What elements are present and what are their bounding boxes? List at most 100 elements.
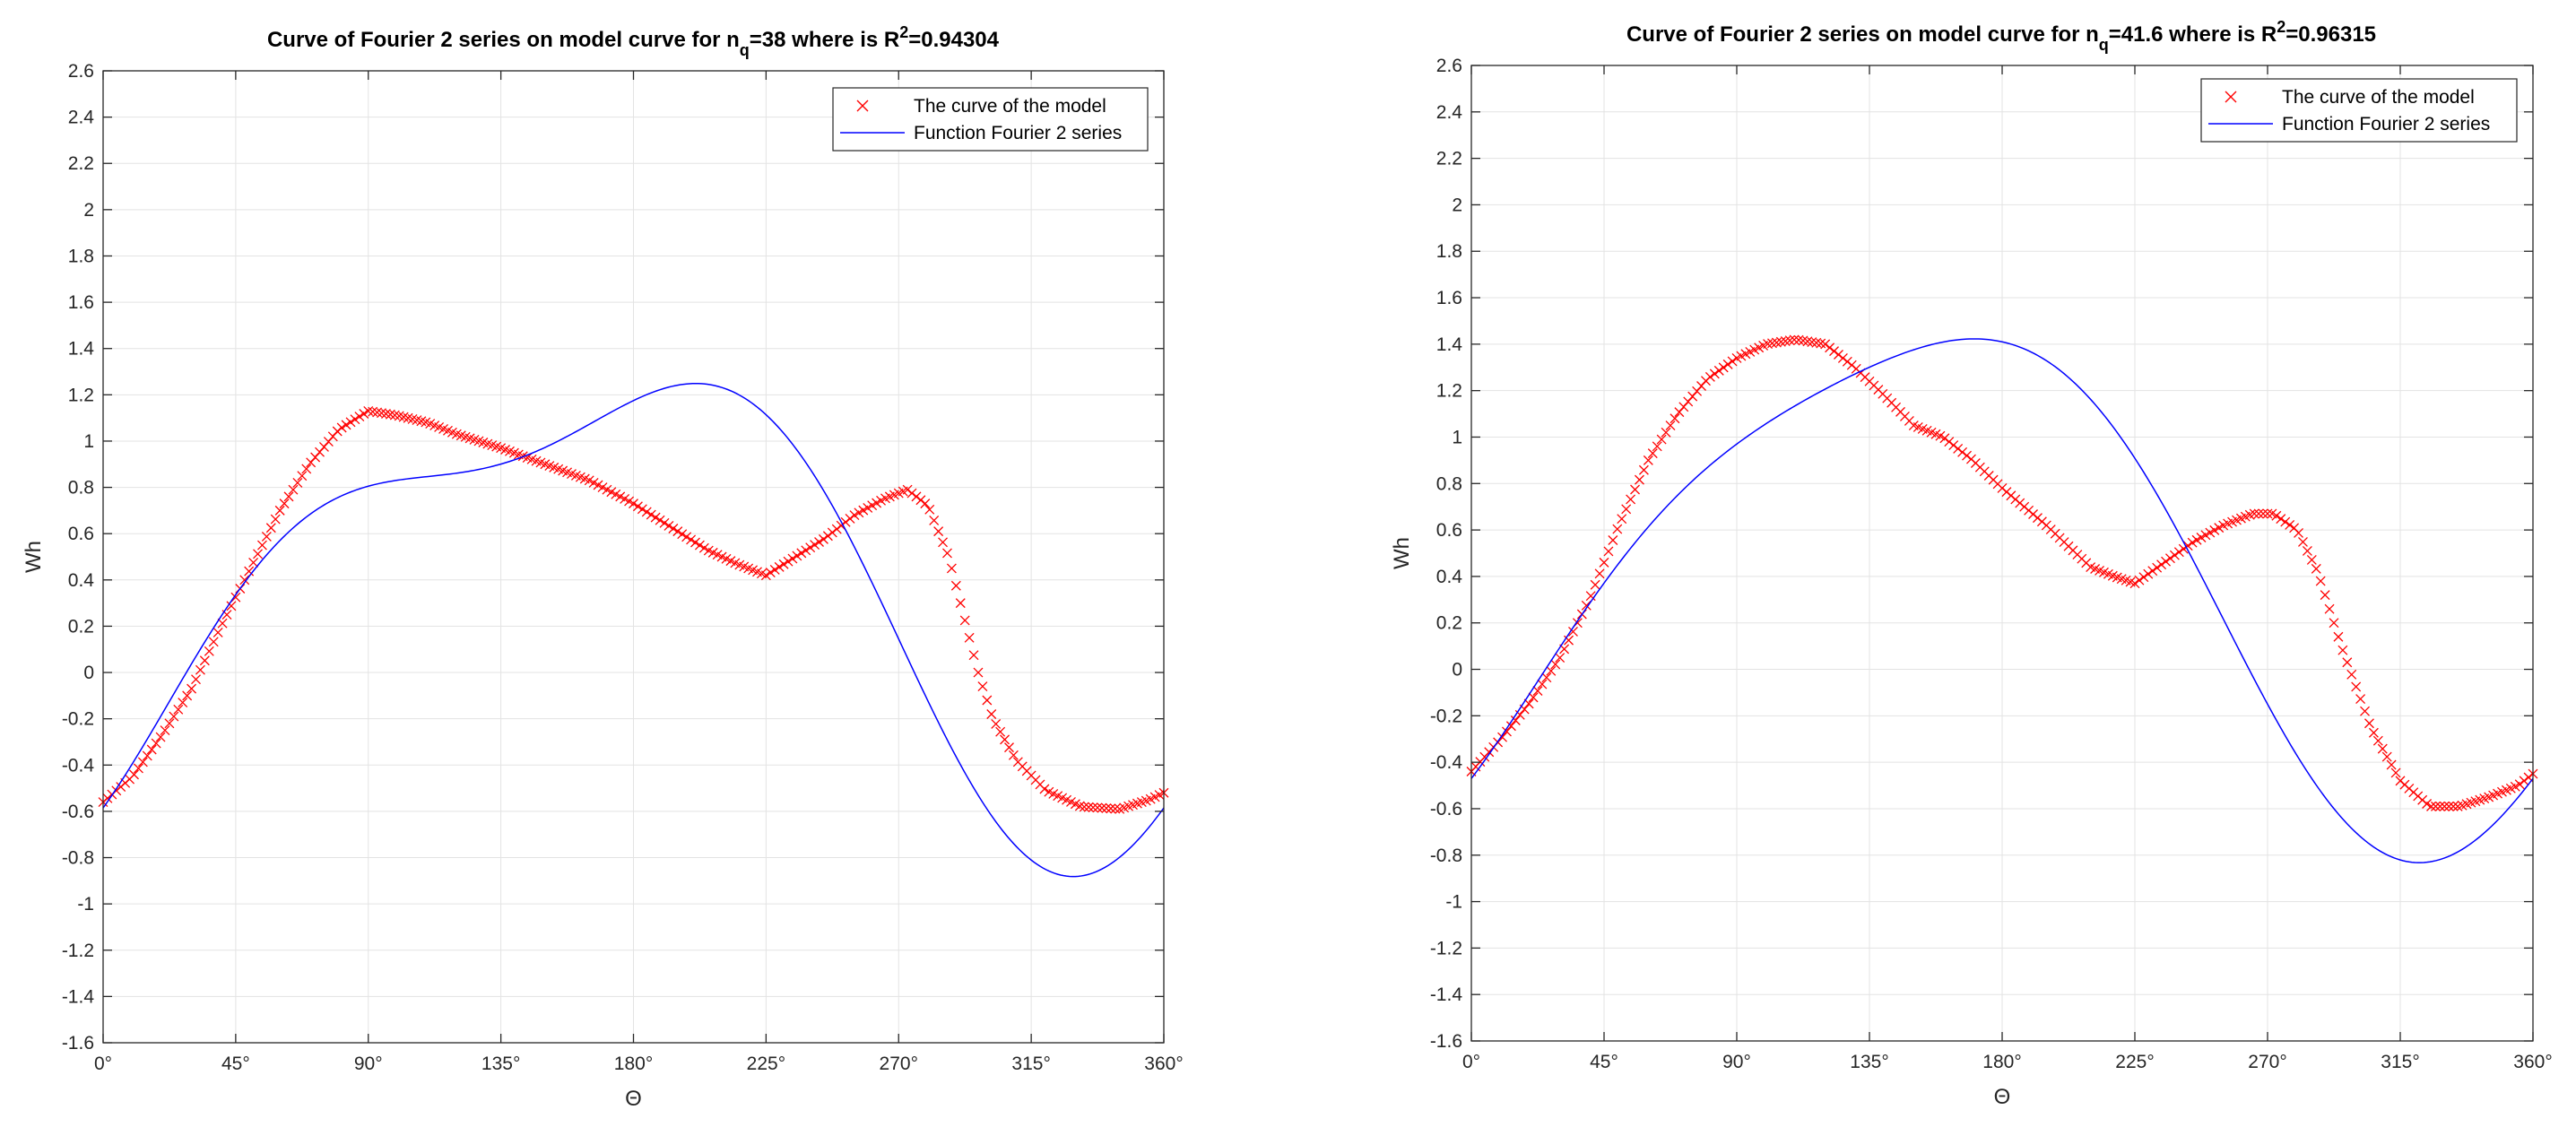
data-point-marker (2249, 508, 2259, 519)
data-point-marker (2519, 776, 2529, 786)
data-point-marker (1957, 447, 1968, 457)
data-point-marker (1590, 579, 1600, 590)
data-point-marker (827, 527, 837, 538)
data-point-marker (2439, 801, 2450, 811)
y-tick-label: 1.4 (68, 339, 95, 360)
data-point-marker (2165, 553, 2175, 564)
data-point-marker (1594, 568, 1605, 579)
data-point-marker (341, 420, 351, 430)
chart-2: 0° 45° 90° 135° 180° 225° 270° 315° 360° -1.6 -1.4… (1390, 18, 2553, 1109)
y-tick-label: -1 (1445, 892, 1462, 913)
data-point-marker (2337, 645, 2348, 655)
data-point-marker (1713, 365, 1724, 376)
data-point-marker (796, 548, 807, 559)
data-point-marker (151, 738, 161, 749)
chart-title-part: Curve of Fourier 2 series on model curve… (1626, 22, 2099, 47)
data-point-marker (301, 464, 312, 474)
data-point-marker (1101, 802, 1112, 813)
chart-title-part: =38 where is R (750, 28, 899, 52)
data-point-marker (359, 409, 369, 419)
data-point-marker (950, 580, 961, 591)
data-point-marker (155, 732, 166, 742)
legend-label-fourier: Function Fourier 2 series (2282, 114, 2490, 134)
y-tick-label: 1.8 (68, 246, 94, 266)
data-point-marker (1000, 734, 1010, 745)
legend-label-model: The curve of the model (914, 96, 1106, 117)
data-point-marker (986, 709, 997, 719)
data-point-marker (2311, 563, 2321, 574)
x-tick-label: 360° (2513, 1052, 2552, 1072)
data-point-marker (1079, 802, 1089, 812)
data-point-marker (2200, 530, 2211, 541)
data-point-marker (248, 557, 259, 568)
data-point-marker (1837, 352, 1848, 363)
data-point-marker (270, 514, 281, 525)
data-point-marker (849, 510, 860, 521)
data-point-marker (1546, 665, 1557, 676)
data-point-marker (646, 509, 656, 520)
data-point-marker (2386, 759, 2397, 770)
legend-label-model: The curve of the model (2282, 87, 2475, 108)
data-point-marker (1661, 427, 1671, 438)
data-point-marker (195, 664, 205, 675)
data-point-marker (1581, 600, 1592, 611)
data-point-marker (818, 533, 828, 544)
data-point-marker (182, 690, 193, 701)
data-point-marker (822, 531, 833, 542)
data-point-marker (902, 484, 913, 495)
x-tick-label: 225° (2115, 1052, 2154, 1072)
data-point-marker (1953, 443, 1964, 454)
chart-title-part: =0.96315 (2285, 22, 2376, 47)
data-point-marker (2306, 554, 2317, 565)
data-point-marker (1617, 514, 1627, 525)
data-point-marker (938, 537, 948, 548)
x-tick-label: 45° (1590, 1052, 1618, 1072)
y-axis-label: Wh (1390, 537, 1414, 569)
data-point-marker (2324, 603, 2335, 614)
y-tick-label: 2.6 (68, 61, 94, 82)
data-point-marker (2147, 566, 2158, 577)
data-point-marker (1528, 692, 1539, 703)
data-point-marker (1802, 336, 1813, 347)
data-point-marker (217, 618, 228, 629)
data-point-marker (2381, 751, 2392, 762)
y-tick-label: 2.6 (1436, 56, 1462, 76)
data-point-marker (261, 531, 272, 542)
y-tick-label: 0.2 (1436, 613, 1462, 634)
y-tick-label: 0.2 (68, 616, 94, 637)
data-point-marker (1110, 803, 1121, 814)
data-point-marker (765, 568, 776, 578)
y-tick-label: 1 (83, 431, 94, 452)
data-point-marker (1568, 626, 1578, 637)
data-point-marker (1621, 504, 1632, 515)
x-tick-label: 180° (614, 1054, 653, 1074)
y-tick-label: 1.4 (1436, 334, 1463, 355)
data-point-marker (191, 674, 201, 685)
data-point-marker (288, 484, 299, 495)
y-tick-label: 2 (83, 200, 94, 221)
data-point-marker (208, 637, 219, 647)
y-tick-label: 2.2 (1436, 149, 1462, 169)
x-tick-label: 135° (481, 1054, 520, 1074)
data-point-marker (681, 532, 692, 542)
data-point-marker (2342, 657, 2353, 668)
data-point-marker (332, 426, 343, 437)
data-point-marker (1537, 679, 1548, 689)
data-point-marker (867, 500, 878, 511)
data-point-marker (2426, 801, 2436, 811)
y-tick-label: 0.4 (68, 570, 95, 591)
data-point-marker (637, 504, 647, 515)
x-tick-label: 90° (1722, 1052, 1751, 1072)
data-point-marker (2196, 533, 2207, 542)
data-point-marker (1793, 334, 1804, 345)
data-point-marker (698, 542, 709, 553)
data-point-marker (2329, 618, 2339, 629)
data-point-marker (2333, 631, 2344, 642)
legend-box (832, 87, 1149, 152)
data-point-marker (2276, 514, 2286, 525)
data-point-marker (854, 507, 864, 518)
data-point-marker (244, 566, 255, 577)
data-point-marker (664, 520, 674, 531)
data-point-marker (1834, 350, 1843, 360)
data-point-marker (942, 548, 952, 559)
